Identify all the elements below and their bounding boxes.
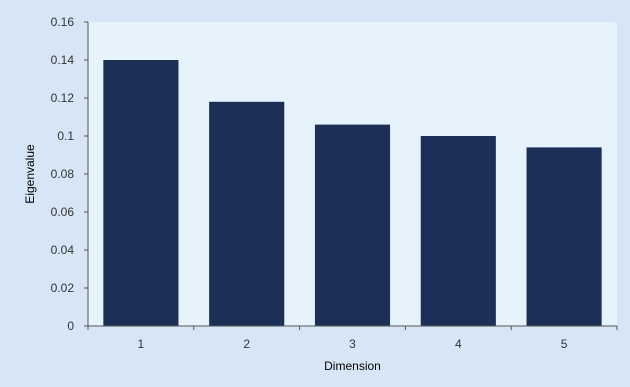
- y-tick-label: 0.12: [51, 91, 75, 105]
- y-tick-label: 0.14: [51, 53, 75, 67]
- x-tick-label: 2: [243, 337, 250, 351]
- bar-dimension-4: [420, 136, 496, 326]
- y-tick-label: 0.1: [57, 129, 74, 143]
- x-tick-label: 3: [349, 337, 356, 351]
- x-tick-label: 4: [455, 337, 462, 351]
- bar-dimension-1: [103, 60, 179, 326]
- y-ticks-group: 0 0.02 0.04 0.06 0.08 0.1 0.12 0.14 0.16: [51, 15, 88, 333]
- y-tick-label: 0.06: [51, 205, 75, 219]
- x-axis-title: Dimension: [324, 359, 381, 373]
- x-tick-label: 1: [138, 337, 145, 351]
- bar-dimension-3: [314, 124, 391, 326]
- bar-dimension-2: [209, 101, 285, 326]
- bar-dimension-5: [526, 147, 602, 326]
- y-axis-title: Eigenvalue: [23, 144, 37, 204]
- x-tick-label: 5: [561, 337, 568, 351]
- y-tick-label: 0: [67, 319, 74, 333]
- y-tick-label: 0.04: [51, 243, 75, 257]
- bars-group: [103, 60, 602, 326]
- y-tick-label: 0.16: [51, 15, 75, 29]
- y-tick-label: 0.02: [51, 281, 75, 295]
- x-ticks-group: 1 2 3 4 5: [87, 326, 618, 351]
- y-tick-label: 0.08: [51, 167, 75, 181]
